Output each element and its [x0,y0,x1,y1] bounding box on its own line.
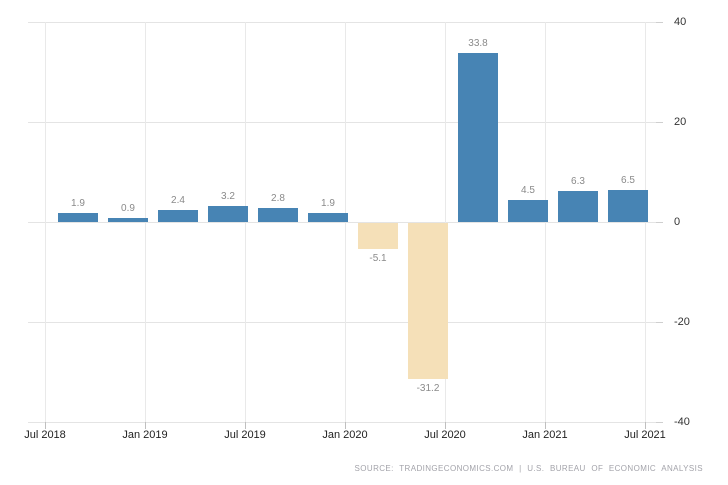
bar-value-label: 1.9 [71,197,85,209]
horizontal-gridline [28,222,656,223]
y-axis-tick [656,222,663,223]
x-axis-label: Jul 2018 [24,429,66,441]
horizontal-gridline [28,322,656,323]
bar-2.4[interactable] [158,210,198,222]
bar-3.2[interactable] [208,206,248,222]
bar--5.1[interactable] [358,223,398,249]
bar-value-label: 6.3 [571,175,585,187]
bar-value-label: 6.5 [621,174,635,186]
y-axis-tick [656,122,663,123]
bar-value-label: 4.5 [521,184,535,196]
bar--31.2[interactable] [408,223,448,379]
horizontal-gridline [28,122,656,123]
bar-value-label: 1.9 [321,197,335,209]
x-axis-label: Jul 2020 [424,429,466,441]
x-axis-tick [245,422,246,429]
bar-value-label: 2.4 [171,195,185,206]
x-axis-label: Jul 2021 [624,429,666,441]
y-axis-tick [656,422,663,423]
bar-value-label: 2.8 [271,193,285,204]
vertical-gridline [45,22,46,422]
x-axis-tick [145,422,146,429]
y-axis-tick [656,322,663,323]
y-axis-label: 40 [674,16,687,28]
y-axis-label: -20 [674,316,690,328]
x-axis-tick [645,422,646,429]
horizontal-gridline [28,22,656,23]
x-axis-label: Jul 2019 [224,429,266,441]
bar-6.3[interactable] [558,190,598,222]
y-axis-label: -40 [674,416,690,428]
bar-value-label: -5.1 [369,252,387,264]
bar-4.5[interactable] [508,199,548,222]
vertical-gridline [345,22,346,422]
bar-value-label: 3.2 [221,191,235,202]
horizontal-gridline [28,422,656,423]
x-axis-label: Jan 2021 [522,429,568,441]
vertical-gridline [545,22,546,422]
y-axis-label: 20 [674,116,687,128]
bar-1.9[interactable] [58,212,98,222]
bar-6.5[interactable] [608,189,648,222]
bar-value-label: 0.9 [121,202,135,214]
bar-1.9[interactable] [308,212,348,222]
x-axis-tick [445,422,446,429]
y-axis-label: 0 [674,216,681,228]
bar-2.8[interactable] [258,208,298,222]
vertical-gridline [445,22,446,422]
x-axis-label: Jan 2019 [122,429,168,441]
bar-0.9[interactable] [108,217,148,222]
x-axis-label: Jan 2020 [322,429,368,441]
x-axis-tick [545,422,546,429]
y-axis-tick [656,22,663,23]
bar-33.8[interactable] [458,53,498,222]
bar-value-label: 33.8 [468,38,488,49]
vertical-gridline [145,22,146,422]
vertical-gridline [645,22,646,422]
source-attribution: SOURCE: TRADINGECONOMICS.COM | U.S. BURE… [354,464,703,473]
x-axis-tick [45,422,46,429]
bar-value-label: -31.2 [416,383,440,394]
vertical-gridline [245,22,246,422]
x-axis-tick [345,422,346,429]
